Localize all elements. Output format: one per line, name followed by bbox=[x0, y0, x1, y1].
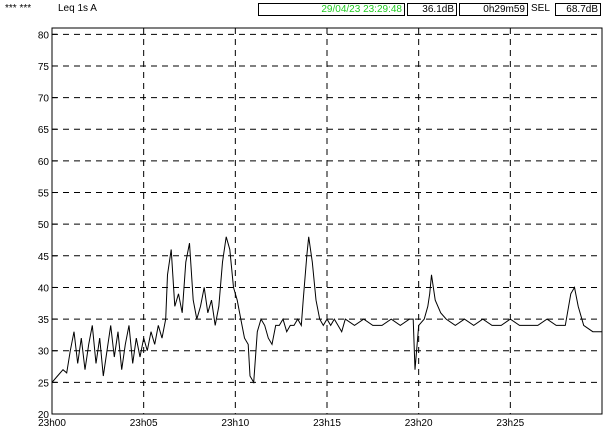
duration-box: 0h29m59 bbox=[459, 3, 528, 16]
sel-box: 68.7dB bbox=[555, 3, 601, 16]
y-tick-label: 60 bbox=[38, 157, 50, 168]
x-tick-label: 23h05 bbox=[130, 418, 158, 429]
sel-value: 68.7dB bbox=[566, 4, 598, 15]
y-tick-label: 35 bbox=[38, 315, 50, 326]
duration-value: 0h29m59 bbox=[483, 4, 525, 15]
x-tick-label: 23h00 bbox=[38, 418, 66, 429]
y-tick-label: 45 bbox=[38, 252, 50, 263]
measure-label: Leq 1s A bbox=[58, 3, 97, 14]
x-axis: 23h00 23h05 23h10 23h15 23h20 23h25 bbox=[38, 418, 525, 429]
grid bbox=[52, 28, 602, 414]
x-tick-label: 23h20 bbox=[405, 418, 433, 429]
y-tick-label: 40 bbox=[38, 283, 50, 294]
y-tick-label: 80 bbox=[38, 30, 50, 41]
datetime-value: 29/04/23 23:29:48 bbox=[321, 4, 402, 15]
x-tick-label: 23h10 bbox=[221, 418, 249, 429]
x-tick-label: 23h25 bbox=[496, 418, 524, 429]
y-tick-label: 30 bbox=[38, 347, 50, 358]
plot-frame bbox=[51, 27, 603, 415]
level-value: 36.1dB bbox=[422, 4, 454, 15]
y-tick-label: 25 bbox=[38, 378, 50, 389]
series-line bbox=[51, 236, 602, 385]
level-box: 36.1dB bbox=[407, 3, 457, 16]
x-tick-label: 23h15 bbox=[313, 418, 341, 429]
datetime-box: 29/04/23 23:29:48 bbox=[258, 3, 405, 16]
header-stars: *** *** bbox=[5, 3, 32, 14]
sel-label: SEL bbox=[531, 3, 550, 14]
y-tick-label: 20 bbox=[38, 410, 50, 421]
y-tick-label: 75 bbox=[38, 62, 50, 73]
y-tick-label: 70 bbox=[38, 94, 50, 105]
y-tick-label: 65 bbox=[38, 125, 50, 136]
y-tick-label: 50 bbox=[38, 220, 50, 231]
y-tick-label: 55 bbox=[38, 189, 50, 200]
y-axis: 20 25 30 35 40 45 50 55 60 65 70 75 80 bbox=[38, 30, 57, 421]
